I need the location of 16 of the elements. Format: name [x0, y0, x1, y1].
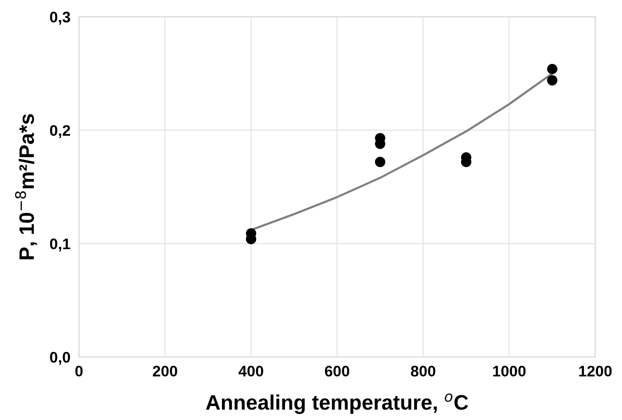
- y-axis-title: P, 10$^{−8}$m²/Pa*s: [15, 114, 38, 260]
- x-tick-label: 800: [410, 366, 436, 377]
- y-tick-label: 0,0: [50, 352, 70, 365]
- x-tick-label: 0: [75, 366, 83, 377]
- point: [547, 64, 558, 74]
- y-tick-label: 0,1: [50, 238, 70, 252]
- y-tick-label: 0,3: [50, 12, 70, 25]
- x-tick-label: 1200: [579, 366, 612, 377]
- x-axis-title: Annealing temperature, $^{o}$C: [206, 393, 468, 414]
- point: [547, 75, 558, 86]
- point: [374, 156, 386, 168]
- x-tick-label: 600: [324, 366, 350, 377]
- y-tick-label: 0,2: [50, 125, 70, 138]
- x-tick-label: 1000: [493, 366, 526, 377]
- x-tick-label: 400: [238, 366, 264, 377]
- x-tick-label: 200: [152, 366, 178, 377]
